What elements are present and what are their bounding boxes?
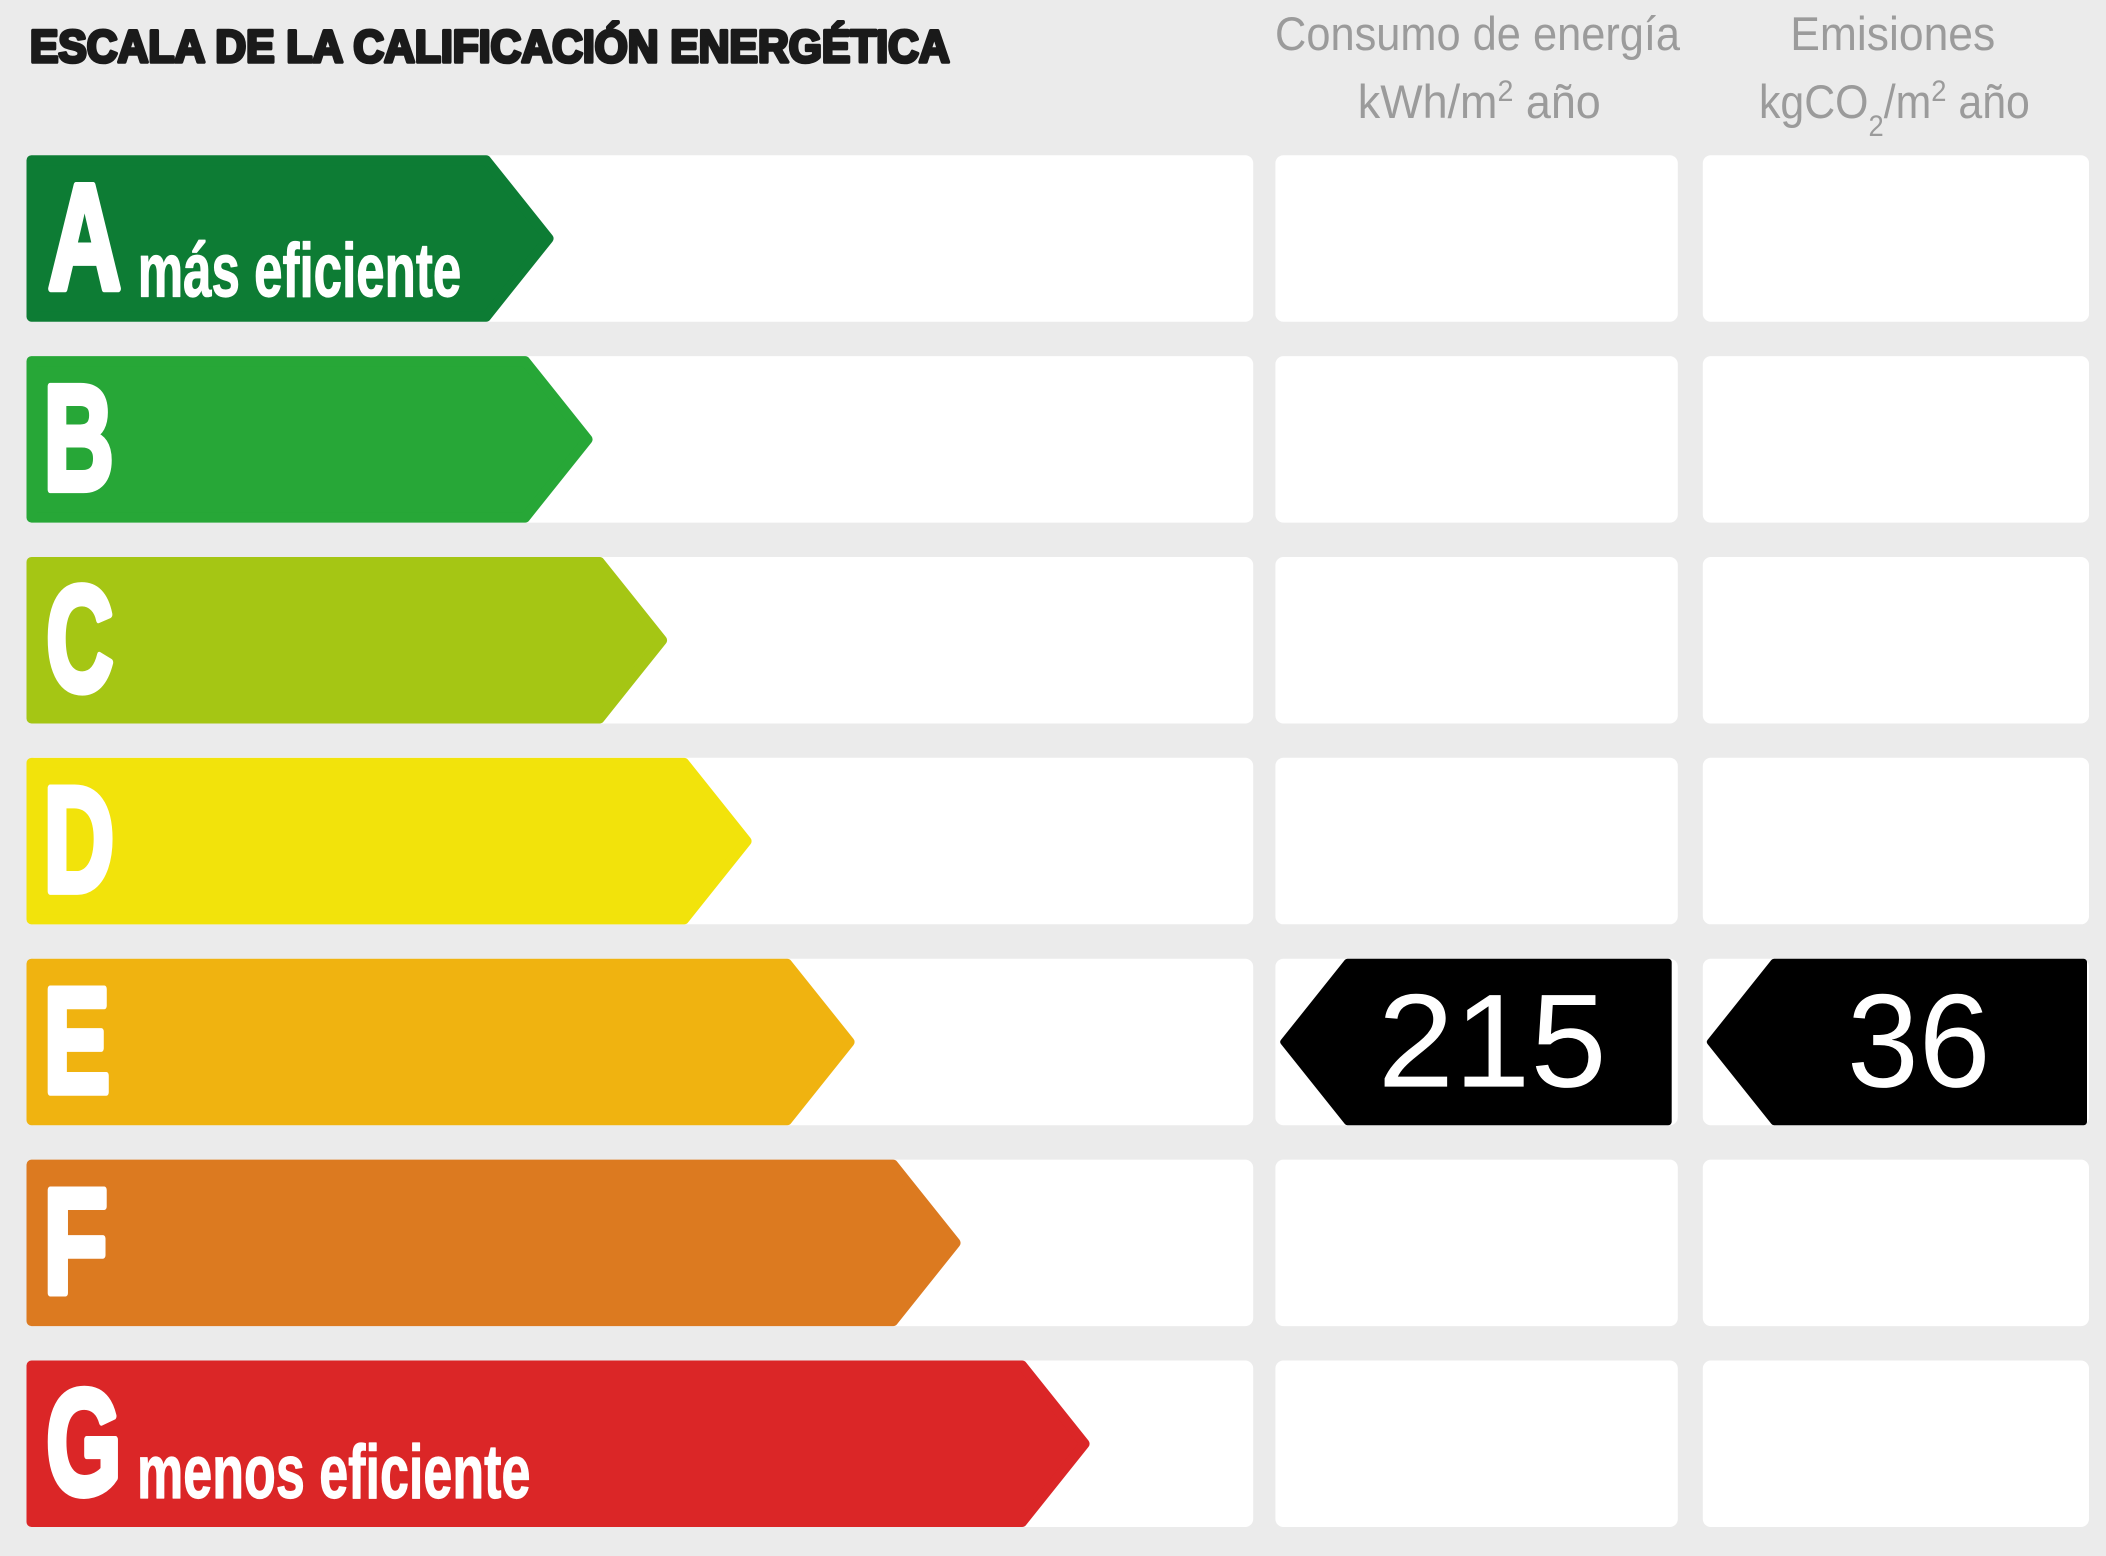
svg-text:D: D [43, 755, 114, 923]
svg-text:F: F [43, 1157, 108, 1325]
svg-text:más eficiente: más eficiente [138, 227, 462, 313]
svg-text:A: A [48, 154, 121, 322]
svg-text:G: G [46, 1359, 122, 1526]
svg-text:kWh/m2 año: kWh/m2 año [1358, 74, 1601, 128]
svg-text:ESCALA DE LA CALIFICACIÓN ENER: ESCALA DE LA CALIFICACIÓN ENERGÉTICA [30, 21, 950, 73]
svg-text:Consumo de energía: Consumo de energía [1275, 7, 1681, 60]
svg-text:menos eficiente: menos eficiente [137, 1429, 530, 1514]
svg-text:215: 215 [1378, 967, 1607, 1116]
svg-text:C: C [46, 556, 113, 723]
svg-text:B: B [43, 353, 113, 521]
svg-text:Emisiones: Emisiones [1790, 8, 1995, 60]
svg-text:36: 36 [1847, 966, 1991, 1115]
svg-text:E: E [43, 957, 110, 1125]
